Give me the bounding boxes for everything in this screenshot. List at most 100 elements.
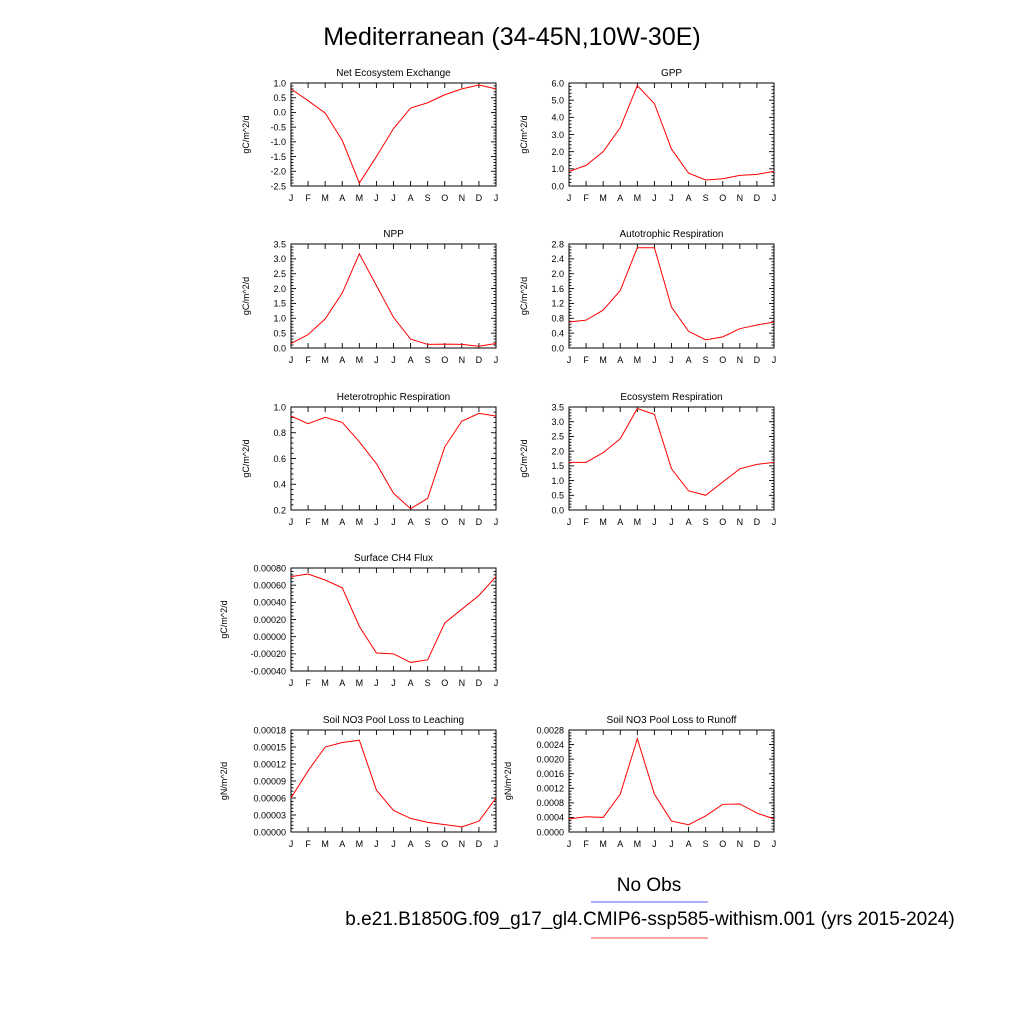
x-tick-label: O bbox=[441, 678, 448, 688]
y-tick-label: 1.0 bbox=[273, 402, 286, 412]
y-tick-label: 1.2 bbox=[551, 299, 564, 309]
series-line bbox=[568, 84, 775, 181]
x-tick-label: O bbox=[719, 839, 726, 849]
x-tick-label: N bbox=[459, 517, 466, 527]
x-tick-label: M bbox=[599, 517, 607, 527]
x-tick-label: N bbox=[737, 517, 744, 527]
x-tick-label: M bbox=[356, 839, 364, 849]
x-tick-label: J bbox=[289, 355, 294, 365]
panel-title: Net Ecosystem Exchange bbox=[336, 68, 451, 79]
x-tick-label: N bbox=[459, 678, 466, 688]
legend: No Obs b.e21.B1850G.f09_g17_gl4.CMIP6-ss… bbox=[345, 875, 955, 939]
x-tick-label: S bbox=[425, 678, 431, 688]
x-tick-label: O bbox=[441, 193, 448, 203]
x-tick-label: F bbox=[305, 517, 311, 527]
plot-frame bbox=[568, 82, 775, 187]
panel-net-ecosystem-exchange: Net Ecosystem Exchange 1.0 0.5 0.0 -0.5 -1.0 -… bbox=[241, 68, 498, 203]
x-tick-label: O bbox=[719, 193, 726, 203]
x-tick-label: J bbox=[567, 517, 572, 527]
panel-title: Autotrophic Respiration bbox=[620, 229, 724, 240]
plot-frame bbox=[568, 243, 775, 349]
panel-title: Soil NO3 Pool Loss to Runoff bbox=[607, 715, 737, 726]
plot-frame bbox=[290, 243, 497, 349]
x-tick-label: J bbox=[652, 355, 657, 365]
x-tick-label: M bbox=[356, 355, 364, 365]
y-tick-label: 0.00003 bbox=[253, 810, 286, 820]
y-tick-label: 1.0 bbox=[551, 164, 564, 174]
y-tick-label: 0.00006 bbox=[253, 793, 286, 803]
x-tick-label: M bbox=[321, 193, 329, 203]
y-tick-label: 0.0 bbox=[551, 505, 564, 515]
x-tick-label: S bbox=[703, 517, 709, 527]
x-tick-label: J bbox=[494, 193, 499, 203]
series-line bbox=[569, 407, 775, 496]
y-axis-label: gN/m^2/d bbox=[503, 762, 513, 800]
panel-soil-no3-pool-loss-to-runoff: Soil NO3 Pool Loss to Runoff 0.0028 0.0024… bbox=[503, 715, 776, 849]
y-axis-label: gC/m^2/d bbox=[241, 115, 251, 153]
x-tick-label: A bbox=[339, 678, 345, 688]
y-tick-label: -0.00040 bbox=[250, 666, 286, 676]
x-tick-label: J bbox=[772, 355, 777, 365]
x-tick-label: J bbox=[567, 839, 572, 849]
x-tick-label: M bbox=[321, 839, 329, 849]
series-line bbox=[290, 84, 497, 185]
y-tick-label: 2.5 bbox=[273, 269, 286, 279]
y-tick-label: 2.5 bbox=[551, 432, 564, 442]
x-tick-label: M bbox=[634, 839, 642, 849]
x-tick-label: J bbox=[494, 517, 499, 527]
x-tick-label: M bbox=[634, 355, 642, 365]
y-tick-label: 0.0 bbox=[551, 181, 564, 191]
panel-title: NPP bbox=[383, 229, 404, 240]
y-tick-label: 0.0024 bbox=[536, 740, 564, 750]
y-tick-label: 1.5 bbox=[273, 299, 286, 309]
y-tick-label: 2.0 bbox=[551, 446, 564, 456]
x-tick-label: J bbox=[652, 839, 657, 849]
y-axis-label: gC/m^2/d bbox=[519, 439, 529, 477]
panel-title: Heterotrophic Respiration bbox=[337, 392, 450, 403]
series-line bbox=[290, 252, 497, 347]
plot-frame bbox=[290, 567, 497, 672]
y-tick-label: 2.0 bbox=[551, 147, 564, 157]
x-tick-label: J bbox=[289, 517, 294, 527]
x-tick-label: M bbox=[356, 193, 364, 203]
y-tick-label: -2.5 bbox=[270, 181, 286, 191]
y-tick-label: 0.0004 bbox=[536, 813, 564, 823]
x-tick-label: J bbox=[374, 355, 379, 365]
y-tick-label: 2.0 bbox=[273, 284, 286, 294]
y-tick-label: 0.00018 bbox=[253, 725, 286, 735]
panel-title: Ecosystem Respiration bbox=[620, 392, 722, 403]
x-tick-label: J bbox=[391, 193, 396, 203]
y-tick-label: 0.00000 bbox=[253, 632, 286, 642]
page-title: Mediterranean (34-45N,10W-30E) bbox=[323, 23, 701, 51]
x-tick-label: O bbox=[719, 355, 726, 365]
panels-group: Net Ecosystem Exchange 1.0 0.5 0.0 -0.5 -1.0 -… bbox=[219, 68, 776, 849]
x-tick-label: S bbox=[703, 355, 709, 365]
legend-obs-label: No Obs bbox=[617, 875, 681, 896]
x-tick-label: N bbox=[459, 355, 466, 365]
x-tick-label: A bbox=[686, 839, 692, 849]
x-tick-label: J bbox=[289, 839, 294, 849]
y-tick-label: 0.8 bbox=[273, 428, 286, 438]
x-tick-label: S bbox=[425, 355, 431, 365]
x-tick-label: J bbox=[772, 193, 777, 203]
x-tick-label: J bbox=[391, 839, 396, 849]
x-tick-label: J bbox=[669, 839, 674, 849]
y-tick-label: 6.0 bbox=[551, 78, 564, 88]
panel-autotrophic-respiration: Autotrophic Respiration 2.8 2.4 2.0 1.6 1.2 0.… bbox=[519, 229, 776, 365]
plot-frame bbox=[290, 729, 497, 833]
y-tick-label: 4.0 bbox=[551, 113, 564, 123]
y-tick-label: 2.8 bbox=[551, 239, 564, 249]
x-tick-label: A bbox=[339, 517, 345, 527]
x-tick-label: A bbox=[686, 355, 692, 365]
x-tick-label: A bbox=[617, 355, 623, 365]
x-tick-label: M bbox=[599, 193, 607, 203]
panel-heterotrophic-respiration: Heterotrophic Respiration 1.0 0.8 0.6 0.4 0.2… bbox=[241, 392, 498, 527]
y-tick-label: 0.00040 bbox=[253, 598, 286, 608]
y-tick-label: 0.00015 bbox=[253, 742, 286, 752]
y-tick-label: 0.0012 bbox=[536, 784, 564, 794]
x-tick-label: D bbox=[476, 355, 483, 365]
series-line bbox=[290, 739, 497, 828]
y-tick-label: -0.5 bbox=[270, 122, 286, 132]
